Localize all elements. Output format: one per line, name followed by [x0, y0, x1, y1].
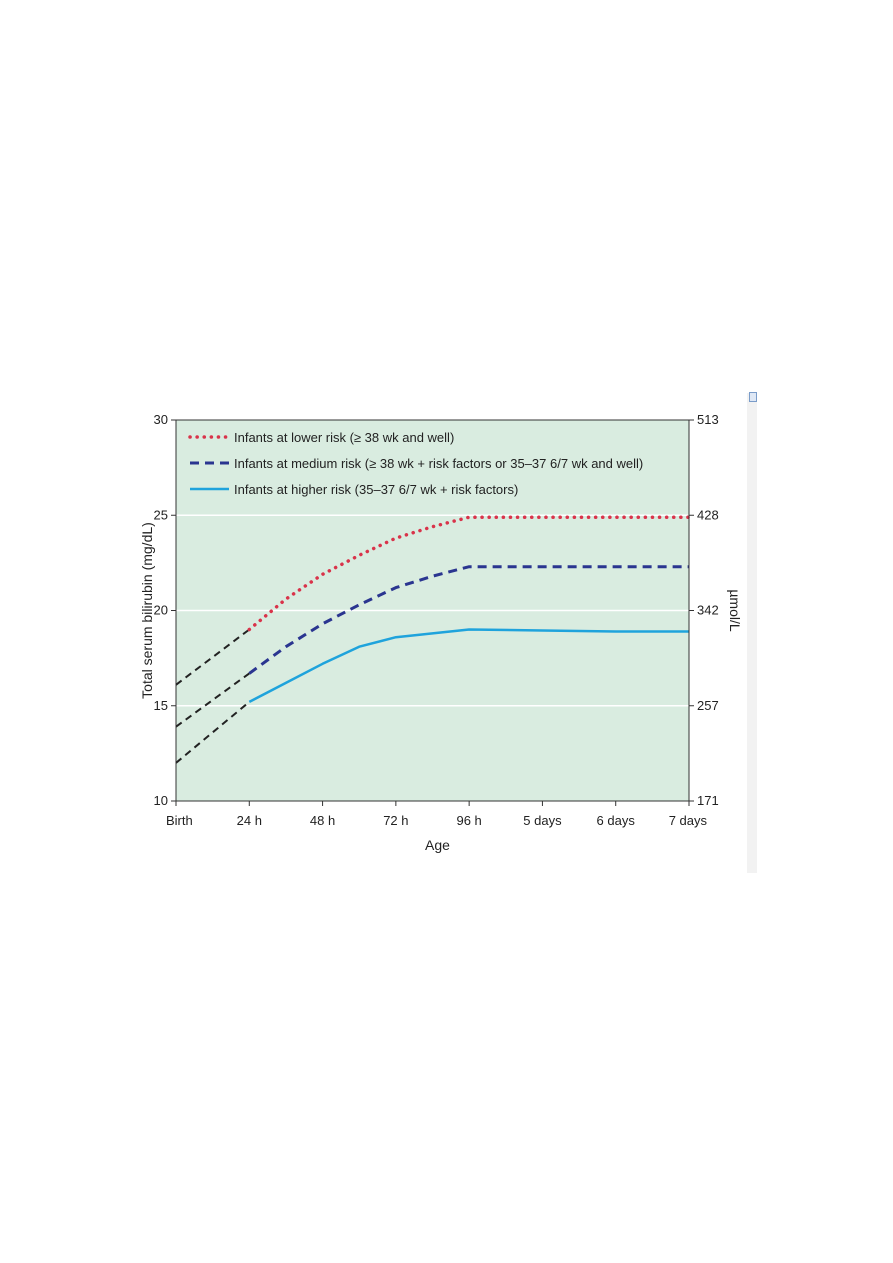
y2-tick-label: 342	[697, 603, 719, 618]
x-tick-label: 6 days	[597, 813, 636, 828]
axes: 10 171 15 257 20 342 25 428 30 513 Birth 24 h 48 h 72…	[154, 412, 719, 828]
series-layer	[175, 515, 691, 764]
series-line-2	[248, 565, 689, 675]
series-line-3	[248, 628, 689, 704]
grid-lines	[176, 514, 689, 707]
legend-label: Infants at higher risk (35–37 6/7 wk + r…	[234, 482, 518, 497]
y-tick-label: 20	[154, 603, 168, 618]
y-tick-label: 15	[154, 698, 168, 713]
y-tick-label: 30	[154, 412, 168, 427]
x-tick-label: Birth	[166, 813, 193, 828]
series-extrapolation-line	[175, 628, 250, 686]
y-tick-label: 10	[154, 793, 168, 808]
y2-axis-title: µmol/L	[727, 589, 743, 632]
y2-tick-label: 513	[697, 412, 719, 427]
scrollbar-track[interactable]	[747, 393, 757, 873]
x-tick-label: 5 days	[523, 813, 562, 828]
y-tick-label: 25	[154, 507, 168, 522]
x-tick-label: 7 days	[669, 813, 708, 828]
x-axis-title: Age	[425, 837, 450, 853]
scroll-up-button[interactable]	[749, 392, 757, 402]
legend-label: Infants at lower risk (≥ 38 wk and well)	[234, 430, 454, 445]
legend-label: Infants at medium risk (≥ 38 wk + risk f…	[234, 456, 643, 471]
y2-tick-label: 428	[697, 507, 719, 522]
x-tick-label: 24 h	[237, 813, 262, 828]
series-extrapolation-line	[175, 701, 250, 764]
x-tick-label: 72 h	[383, 813, 408, 828]
y2-tick-label: 257	[697, 698, 719, 713]
x-tick-label: 96 h	[456, 813, 481, 828]
x-tick-label: 48 h	[310, 813, 335, 828]
y-axis-title: Total serum bilirubin (mg/dL)	[139, 522, 155, 699]
series-line-1	[247, 515, 691, 632]
y2-tick-label: 171	[697, 793, 719, 808]
series-extrapolation-line	[175, 672, 250, 728]
legend: Infants at lower risk (≥ 38 wk and well)…	[188, 430, 643, 497]
